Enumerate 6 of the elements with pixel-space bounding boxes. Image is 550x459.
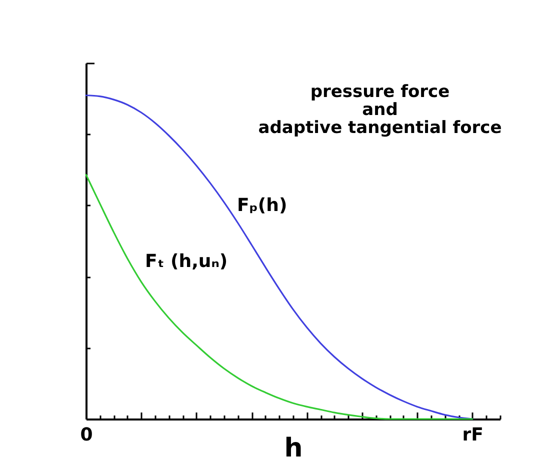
series-label: Fₜ (h,uₙ): [145, 251, 228, 272]
x-axis-title: h: [284, 434, 303, 459]
series-label: Fₚ(h): [237, 195, 288, 216]
x-tick-label: 0: [80, 424, 93, 446]
x-tick-label: rF: [462, 424, 484, 446]
chart-title: pressure force and adaptive tangential force: [258, 82, 502, 138]
